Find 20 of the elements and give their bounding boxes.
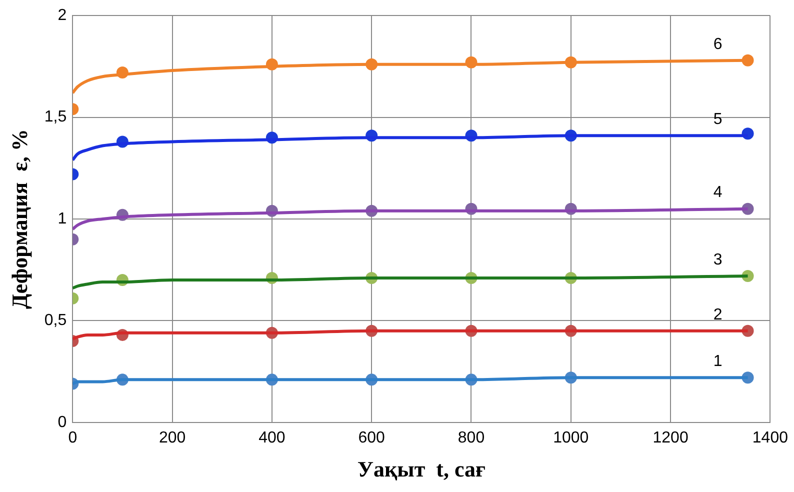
x-tick-label: 600 xyxy=(358,429,386,446)
series-label: 4 xyxy=(713,184,722,202)
x-tick-label: 200 xyxy=(158,429,186,446)
y-tick-label: 1 xyxy=(58,210,67,228)
series-label: 2 xyxy=(713,306,722,324)
series-label: 3 xyxy=(713,251,722,268)
series-label: 1 xyxy=(713,353,722,370)
y-axis-title: Деформация ε, % xyxy=(6,128,32,310)
series-label: 5 xyxy=(713,111,722,128)
x-tick-label: 400 xyxy=(258,429,286,446)
y-tick-label: 0,5 xyxy=(44,312,67,330)
x-tick-label: 1400 xyxy=(752,429,788,446)
y-tick-label: 1,5 xyxy=(44,108,67,126)
x-tick-label: 1000 xyxy=(553,429,589,446)
series-label: 6 xyxy=(713,36,722,53)
y-tick-label: 0 xyxy=(58,414,67,431)
y-tick-label: 2 xyxy=(58,7,67,24)
x-tick-label: 800 xyxy=(458,429,485,446)
x-axis-title: Уақыт t, сағ xyxy=(357,456,486,482)
x-tick-label: 1200 xyxy=(652,429,688,446)
